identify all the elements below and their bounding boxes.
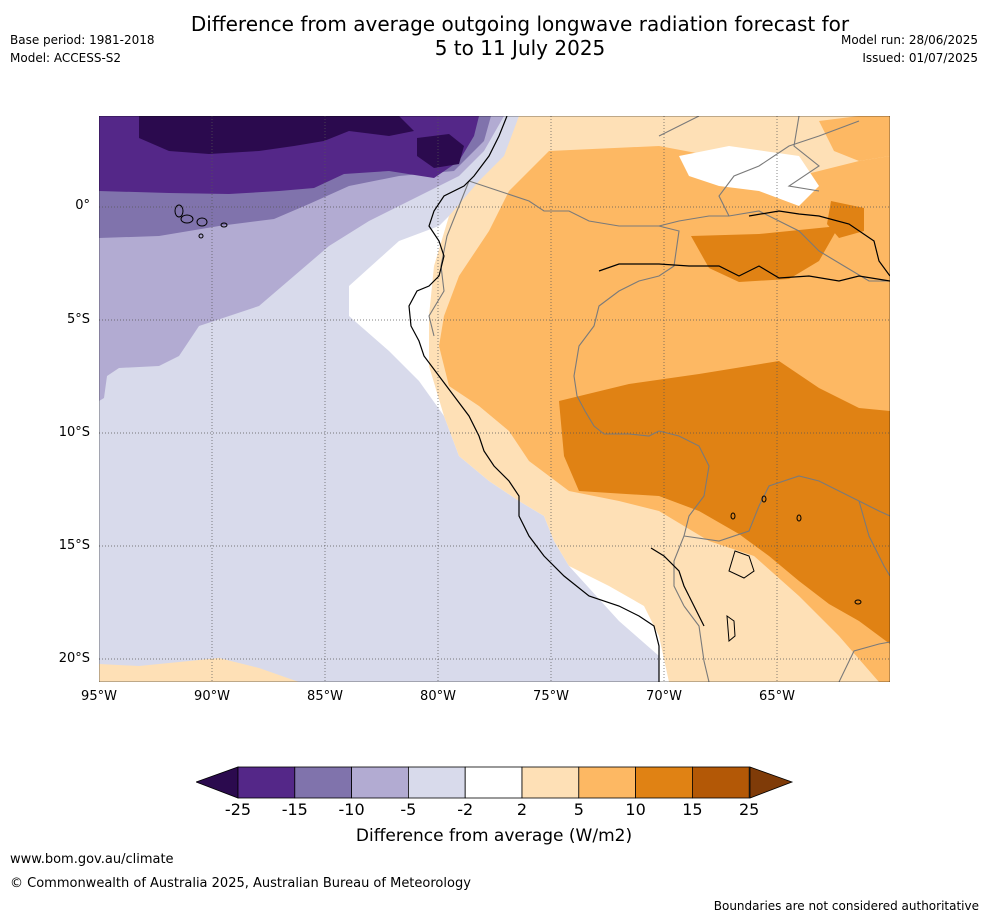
anomaly-map [99, 116, 890, 682]
colorbar-cell [578, 766, 636, 799]
lon-label-95w: 95°W [81, 689, 117, 704]
galapagos-islands [174, 204, 228, 239]
colorbar-cells [237, 766, 750, 799]
lon-label-80w: 80°W [420, 689, 456, 704]
region-2-to-5-coast [636, 531, 659, 548]
region-10-to-15-nw [827, 201, 864, 238]
region-10-to-15-east [559, 361, 890, 644]
colorbar-tick-label: -2 [457, 800, 474, 819]
title-line-2: 5 to 11 July 2025 [434, 36, 606, 60]
colorbar-cell [294, 766, 353, 799]
graticule [99, 116, 890, 682]
colorbar-tick-label: -5 [400, 800, 417, 819]
colorbar-tick-label: 25 [739, 800, 760, 819]
colorbar-cell [407, 766, 466, 799]
region-5-to-10-top-right [819, 116, 890, 161]
colorbar-tick-label: -10 [338, 800, 365, 819]
lat-label-0: 0° [75, 198, 90, 213]
lat-label-5s: 5°S [66, 312, 90, 327]
colorbar-title: Difference from average (W/m2) [355, 826, 633, 846]
colorbar-tick-label: 5 [573, 800, 584, 819]
colorbar [196, 766, 794, 799]
coastline [408, 116, 890, 682]
meta-left: Base period: 1981-2018 Model: ACCESS-S2 [10, 31, 155, 67]
lon-label-90w: 90°W [194, 689, 230, 704]
lon-label-75w: 75°W [533, 689, 569, 704]
colorbar-extend-high [749, 766, 794, 799]
lon-label-65w: 65°W [759, 689, 795, 704]
title-line-1: Difference from average outgoing longwav… [190, 12, 850, 36]
region-2-to-5-south-west [99, 658, 299, 682]
website-link[interactable]: www.bom.gov.au/climate [10, 852, 174, 867]
model-run-text: Model run: 28/06/2025 [840, 33, 978, 47]
issued-text: Issued: 01/07/2025 [862, 51, 978, 65]
region-below-minus-25-small [417, 134, 464, 168]
boundary-disclaimer: Boundaries are not considered authoritat… [713, 899, 979, 913]
lat-label-10s: 10°S [58, 425, 90, 440]
region-below-minus-25 [139, 116, 414, 154]
model-text: Model: ACCESS-S2 [10, 51, 122, 65]
meta-right: Model run: 28/06/2025 Issued: 01/07/2025 [841, 31, 978, 67]
colorbar-tick-label: 2 [516, 800, 528, 819]
colorbar-cell [691, 766, 750, 799]
region-10-to-15-north [691, 226, 839, 282]
country-boundaries [428, 116, 890, 682]
base-period-text: Base period: 1981-2018 [10, 33, 155, 47]
colorbar-tick-label: -25 [224, 800, 252, 819]
colorbar-tick-label: 15 [682, 800, 703, 819]
chart-title: Difference from average outgoing longwav… [0, 12, 988, 60]
colorbar-cell [635, 766, 693, 799]
lat-label-20s: 20°S [58, 651, 90, 666]
colorbar-cell [521, 766, 580, 799]
inland-lakes [726, 495, 862, 643]
colorbar-extend-low [196, 766, 239, 799]
colorbar-cell [464, 766, 523, 799]
lon-label-85w: 85°W [307, 689, 343, 704]
colorbar-tick-label: -15 [281, 800, 308, 819]
colorbar-tick-label: 10 [625, 800, 646, 819]
copyright-text: © Commonwealth of Australia 2025, Austra… [10, 876, 471, 891]
colorbar-cell [237, 766, 296, 799]
colorbar-cell [351, 766, 409, 799]
lon-label-70w: 70°W [646, 689, 682, 704]
region-white-lowland [679, 146, 819, 206]
lat-label-15s: 15°S [58, 538, 90, 553]
